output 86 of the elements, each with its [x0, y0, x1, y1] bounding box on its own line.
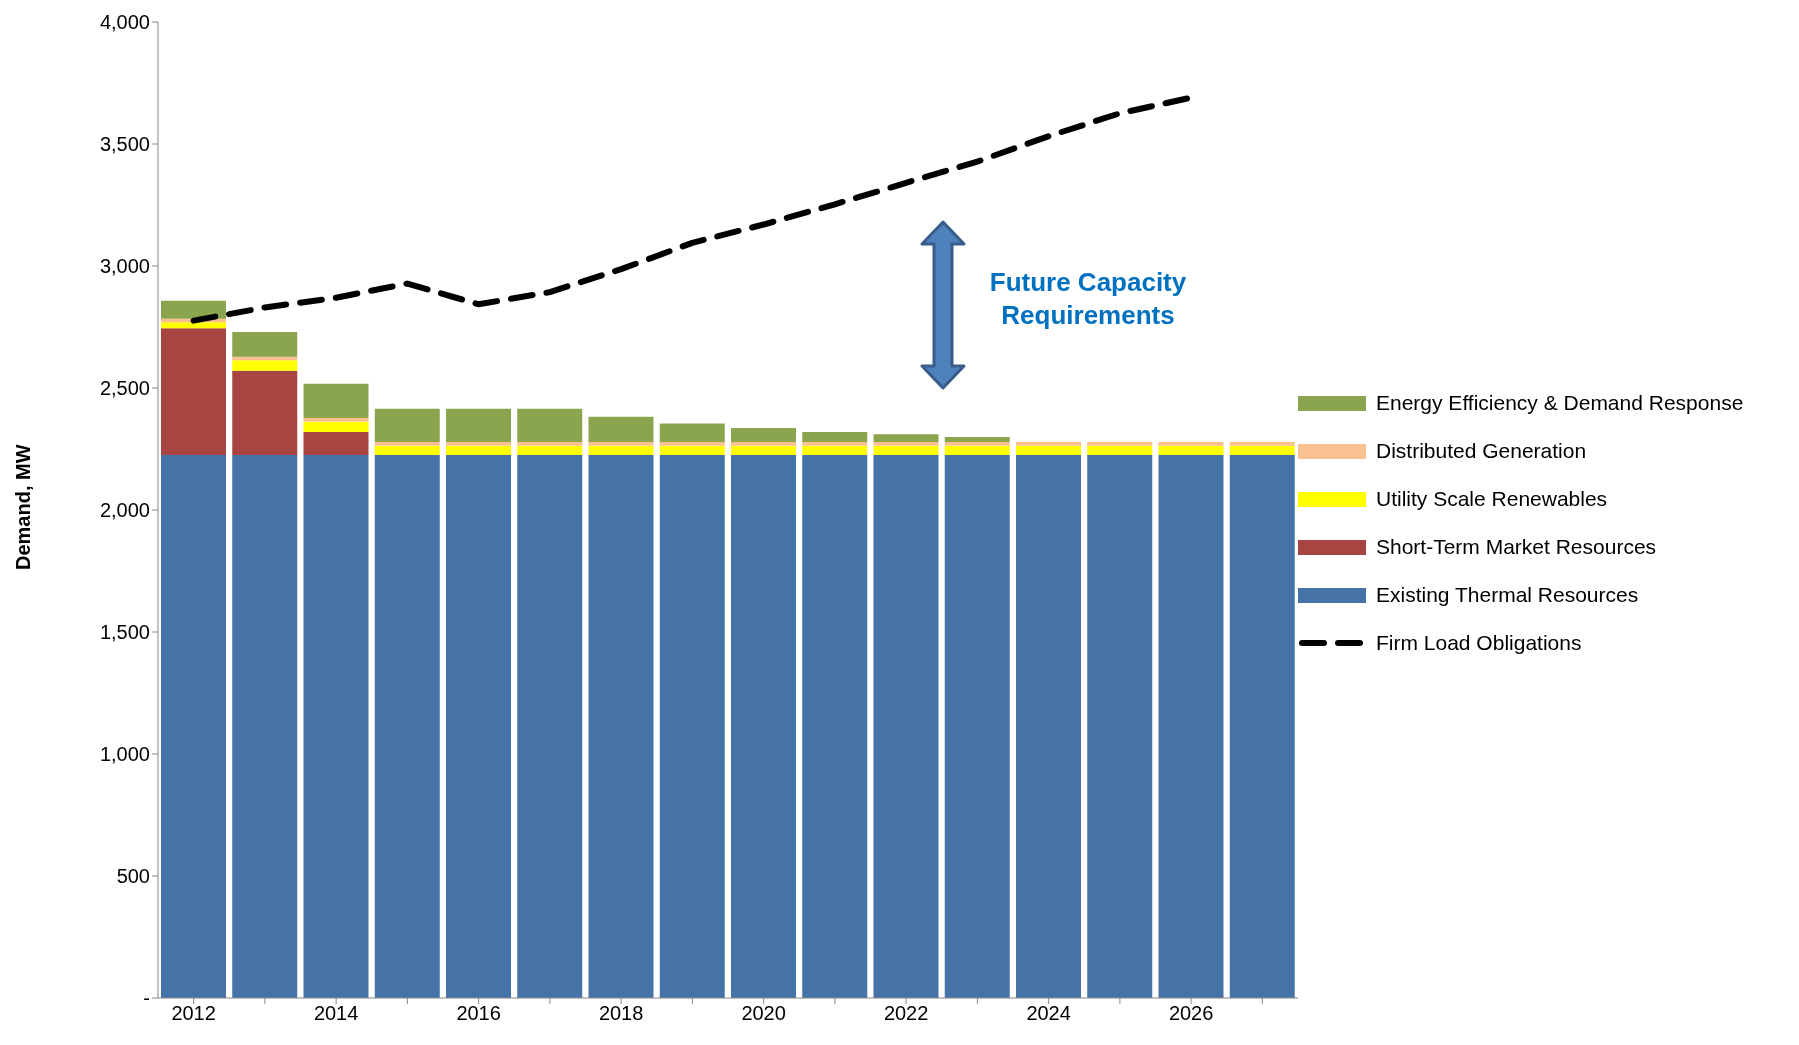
bar	[1158, 441, 1224, 446]
bar	[517, 441, 583, 446]
y-tick-label: 500	[116, 865, 150, 888]
bar	[731, 428, 796, 442]
bar	[1158, 455, 1224, 998]
legend-label: Firm Load Obligations	[1376, 631, 1582, 655]
bar	[873, 441, 939, 446]
bar	[161, 455, 226, 998]
bar	[1229, 445, 1295, 456]
x-tick-label: 2022	[883, 1002, 929, 1025]
bar	[303, 418, 369, 422]
bar	[161, 322, 226, 329]
x-tick-label: 2024	[1026, 1002, 1071, 1025]
bar	[374, 445, 440, 456]
bar	[802, 441, 868, 446]
bar	[446, 441, 511, 446]
bar	[446, 445, 511, 456]
bar	[517, 445, 583, 456]
bar	[232, 331, 298, 357]
legend-label: Distributed Generation	[1376, 439, 1587, 463]
legend-label: Short-Term Market Resources	[1376, 535, 1657, 559]
bar	[374, 455, 440, 998]
bar	[659, 455, 725, 998]
bar	[944, 445, 1010, 456]
bar	[802, 431, 868, 442]
bar	[731, 445, 796, 456]
bar	[1016, 441, 1081, 446]
legend-label: Energy Efficiency & Demand Response	[1376, 391, 1744, 415]
bar	[731, 441, 796, 446]
y-tick-label: 2,500	[99, 377, 150, 400]
bar	[374, 441, 440, 446]
bar	[873, 455, 939, 998]
bar	[802, 445, 868, 456]
bar	[161, 300, 226, 319]
bar	[1087, 445, 1153, 456]
y-tick-label: 4,000	[99, 11, 150, 34]
bar	[1016, 455, 1081, 998]
y-tick-label: 1,000	[99, 743, 150, 766]
x-tick-label: 2014	[313, 1002, 359, 1025]
y-axis-title: Demand, MW	[12, 444, 35, 570]
bar	[588, 441, 654, 446]
bar	[659, 445, 725, 456]
y-tick-label: 3,500	[99, 133, 150, 156]
bar	[303, 383, 369, 419]
bar	[232, 360, 298, 371]
x-tick-label: 2026	[1168, 1002, 1214, 1025]
bar	[588, 445, 654, 456]
y-tick-label: 2,000	[99, 499, 150, 522]
bar	[232, 455, 298, 998]
bar	[303, 421, 369, 432]
bar	[303, 431, 369, 456]
bar	[232, 370, 298, 456]
bar	[731, 455, 796, 998]
y-tick-label: 1,500	[99, 621, 150, 644]
annotation: Future Capacity Requirements	[988, 266, 1188, 332]
bar	[517, 408, 583, 442]
bar	[944, 437, 1010, 442]
bar	[802, 455, 868, 998]
y-tick-label: -	[143, 987, 150, 1010]
bar	[944, 455, 1010, 998]
legend-label: Utility Scale Renewables	[1376, 487, 1608, 511]
legend-label: Existing Thermal Resources	[1376, 583, 1639, 607]
bar	[1229, 441, 1295, 446]
y-tick-label: 3,000	[99, 255, 150, 278]
bar	[944, 441, 1010, 446]
bar	[588, 416, 654, 442]
bar	[873, 445, 939, 456]
bar	[161, 328, 226, 456]
bar	[1158, 445, 1224, 456]
bar	[374, 408, 440, 442]
bar	[588, 455, 654, 998]
bar	[873, 434, 939, 442]
x-tick-label: 2012	[171, 1002, 216, 1025]
bar	[303, 455, 369, 998]
x-tick-label: 2018	[598, 1002, 644, 1025]
bar	[517, 455, 583, 998]
bar	[659, 441, 725, 446]
bar	[446, 455, 511, 998]
bar	[1229, 455, 1295, 998]
x-tick-label: 2020	[741, 1002, 786, 1025]
bar	[1087, 441, 1153, 446]
bar	[659, 423, 725, 442]
bar	[446, 408, 511, 442]
x-tick-label: 2016	[456, 1002, 501, 1025]
bar	[1087, 455, 1153, 998]
bar	[1016, 445, 1081, 456]
